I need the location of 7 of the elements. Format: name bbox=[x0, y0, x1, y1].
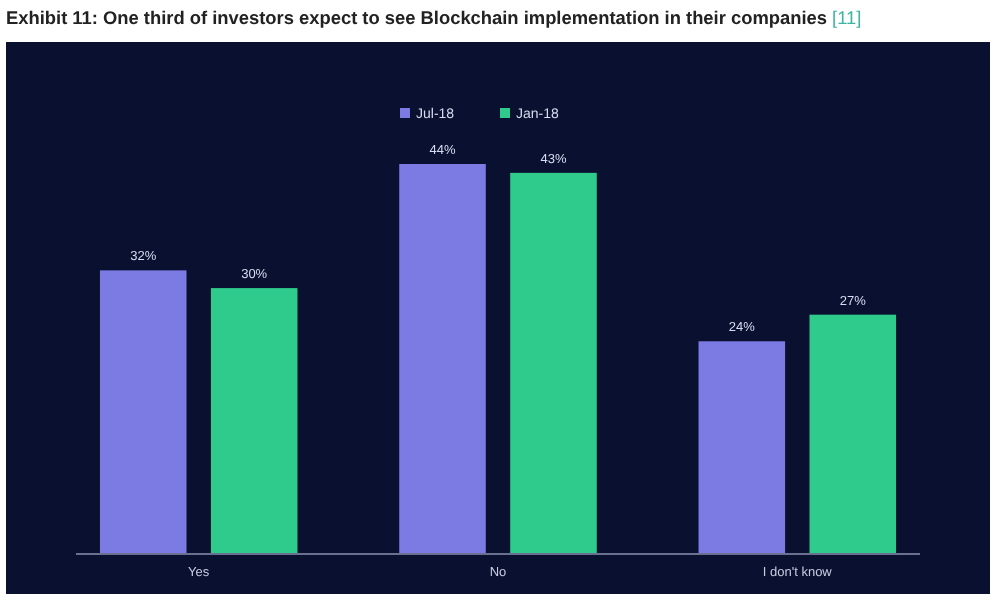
chart-title: Exhibit 11: One third of investors expect to see Blockchain implementation in their companies [11] bbox=[6, 8, 862, 28]
bar bbox=[99, 270, 187, 554]
bar bbox=[399, 164, 486, 554]
bar bbox=[698, 341, 786, 554]
bar bbox=[809, 314, 897, 554]
bar bbox=[210, 288, 298, 554]
bar bbox=[510, 172, 597, 554]
